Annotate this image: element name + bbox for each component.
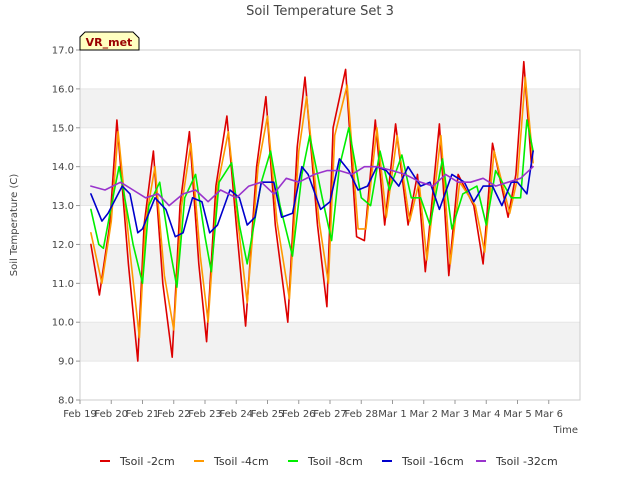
x-tick-label: Feb 22	[157, 409, 191, 420]
legend-label: Tsoil -2cm	[119, 455, 175, 468]
y-tick-label: 8.0	[58, 396, 74, 407]
legend-label: Tsoil -32cm	[495, 455, 558, 468]
annotation-box	[79, 31, 140, 51]
x-tick-label: Feb 20	[94, 409, 128, 420]
vr-met-annotation: VR_met	[79, 31, 140, 51]
series-line-5	[90, 165, 534, 207]
x-tick-label: Feb 19	[63, 409, 97, 420]
background-band	[80, 361, 580, 400]
x-tick-label: Feb 23	[188, 409, 222, 420]
x-tick-label: Mar 2	[410, 409, 438, 420]
x-tick-label: Feb 26	[282, 409, 316, 420]
x-tick-label: Feb 27	[313, 409, 347, 420]
annotation-label: VR_met	[86, 36, 133, 49]
legend: Tsoil -2cm Tsoil -4cm Tsoil -8cm Tsoil -16c…	[100, 455, 558, 468]
background-band	[80, 322, 580, 362]
y-axis-ticks: 8.0 9.0 10.0 11.0 12.0 13.0 14.0 15.0 16.0 17.0	[52, 46, 80, 407]
y-tick-label: 10.0	[52, 318, 74, 329]
y-tick-label: 13.0	[52, 201, 74, 212]
chart-title: Soil Temperature Set 3	[246, 4, 394, 19]
x-tick-label: Feb 25	[251, 409, 285, 420]
y-tick-label: 12.0	[52, 240, 74, 251]
x-tick-label: Feb 28	[344, 409, 378, 420]
x-tick-label: Mar 5	[503, 409, 531, 420]
x-tick-label: Mar 6	[535, 409, 563, 420]
background-band	[80, 50, 580, 89]
legend-label: Tsoil -16cm	[401, 455, 464, 468]
series-lines	[90, 60, 534, 362]
y-tick-label: 16.0	[52, 84, 74, 95]
x-tick-label: Mar 4	[472, 409, 500, 420]
y-tick-label: 11.0	[52, 279, 74, 290]
series-line-2	[90, 76, 534, 339]
y-axis-label: Soil Temperature (C)	[9, 174, 20, 277]
series-line-3	[90, 119, 534, 288]
legend-label: Tsoil -4cm	[213, 455, 269, 468]
legend-label: Tsoil -8cm	[307, 455, 363, 468]
background-band	[80, 283, 580, 323]
x-axis-label: Time	[553, 425, 578, 436]
background-band	[80, 127, 580, 167]
y-tick-label: 14.0	[52, 162, 74, 173]
y-tick-label: 17.0	[52, 46, 74, 57]
x-tick-label: Feb 24	[219, 409, 253, 420]
y-tick-label: 15.0	[52, 123, 74, 134]
x-tick-label: Mar 1	[378, 409, 406, 420]
series-line-4	[90, 150, 534, 238]
background-band	[80, 88, 580, 128]
y-tick-label: 9.0	[58, 357, 74, 368]
x-tick-label: Mar 3	[441, 409, 469, 420]
x-tick-label: Feb 21	[126, 409, 160, 420]
